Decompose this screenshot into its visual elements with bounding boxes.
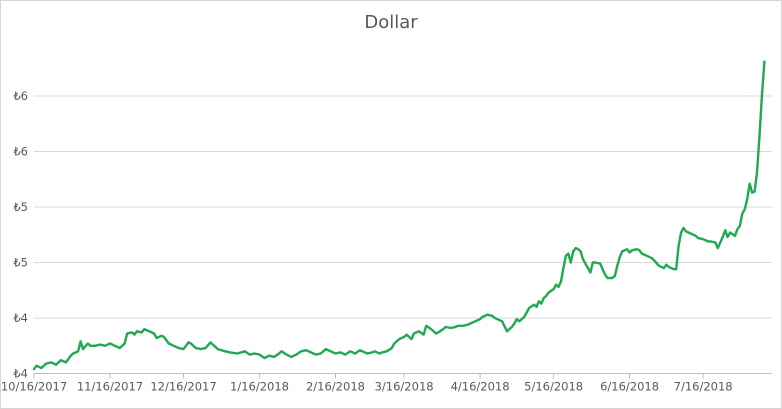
- x-axis-tick-label: 3/16/2018: [375, 380, 434, 394]
- y-axis-tick-label: ₺5: [13, 200, 28, 214]
- x-axis-tick-label: 1/16/2018: [230, 380, 289, 394]
- x-axis-tick-label: 4/16/2018: [451, 380, 510, 394]
- x-axis-tick-label: 7/16/2018: [674, 380, 733, 394]
- x-axis-tick-label: 11/16/2017: [77, 380, 143, 394]
- x-axis-tick-label: 2/16/2018: [306, 380, 365, 394]
- x-axis-tick-label: 10/16/2017: [1, 380, 67, 394]
- y-axis: ₺4 ₺4 ₺5 ₺5 ₺6 ₺6: [13, 89, 28, 381]
- y-axis-tick-label: ₺6: [13, 89, 28, 103]
- dollar-series-line: [32, 60, 766, 371]
- y-axis-tick-label: ₺4: [13, 367, 28, 381]
- x-axis-tick-label: 12/16/2017: [150, 380, 216, 394]
- chart-title: Dollar: [364, 12, 418, 33]
- y-axis-tick-label: ₺5: [13, 256, 28, 270]
- gridlines: [34, 95, 772, 374]
- x-axis-tick-label: 5/16/2018: [524, 380, 583, 394]
- x-axis: 10/16/2017 11/16/2017 12/16/2017 1/16/2018 2…: [1, 373, 733, 394]
- x-axis-tick-label: 6/16/2018: [600, 380, 659, 394]
- y-axis-tick-label: ₺4: [13, 311, 28, 325]
- y-axis-tick-label: ₺6: [13, 145, 28, 159]
